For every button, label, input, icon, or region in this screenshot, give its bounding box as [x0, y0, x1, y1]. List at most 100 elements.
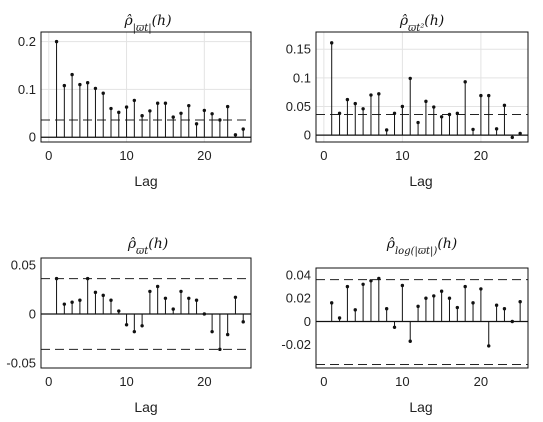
stem-mark: [377, 92, 381, 136]
stem-point: [101, 91, 105, 95]
stem-mark: [400, 104, 405, 136]
stem-mark: [400, 283, 405, 322]
stem-mark: [361, 107, 365, 136]
stem-point: [416, 120, 420, 125]
y-tick-label: 0.15: [286, 42, 311, 57]
y-tick-label: 0: [304, 314, 311, 329]
stem-point: [400, 283, 405, 288]
x-tick-label: 0: [320, 148, 327, 163]
plot-frame: [40, 31, 252, 143]
stem-point: [337, 316, 342, 320]
plot-frame: [315, 267, 529, 369]
stem-mark: [510, 135, 514, 140]
y-ticks: -0.02 0 0.02 0.04: [281, 267, 311, 352]
stem-point: [369, 279, 373, 283]
stem-point: [155, 284, 160, 289]
stem-point: [54, 39, 59, 44]
confidence-bands: [316, 279, 528, 366]
stem-point: [148, 109, 152, 113]
stem-point: [455, 111, 460, 116]
stems: [54, 39, 245, 138]
stem-point: [447, 296, 452, 300]
stem-point: [202, 108, 207, 113]
stem-mark: [155, 284, 160, 314]
x-axis-label: Lag: [134, 399, 157, 415]
stem-mark: [510, 319, 514, 324]
stem-point: [330, 41, 334, 45]
stem-mark: [101, 91, 105, 138]
stem-mark: [345, 284, 350, 322]
stem-mark: [210, 112, 214, 138]
stem-point: [132, 329, 137, 334]
y-tick-label: 0: [304, 128, 311, 143]
stem-point: [187, 296, 191, 300]
stem-mark: [361, 282, 365, 322]
stem-mark: [163, 296, 168, 314]
stem-point: [510, 135, 514, 140]
stem-mark: [392, 321, 397, 330]
y-tick-label: 0.02: [286, 291, 311, 306]
panel-title: ρ̂log(|ϖt|)(h): [386, 236, 458, 257]
stem-mark: [233, 295, 238, 314]
stem-point: [101, 293, 105, 298]
stem-point: [85, 276, 90, 281]
stem-mark: [432, 294, 436, 322]
stem-mark: [479, 287, 483, 322]
panel-title: ρ̂|ϖt|(h): [123, 13, 171, 34]
stem-mark: [502, 103, 507, 136]
y-ticks: 0 0.05 0.1 0.15: [286, 42, 311, 143]
stem-mark: [463, 284, 467, 322]
x-tick-label: 20: [197, 148, 211, 163]
stem-mark: [62, 302, 67, 314]
stem-mark: [369, 279, 373, 322]
stem-point: [241, 127, 245, 131]
x-tick-label: 10: [395, 148, 409, 163]
stem-mark: [179, 111, 183, 138]
stem-mark: [210, 313, 214, 334]
y-tick-label: 0.1: [293, 70, 311, 85]
x-axis-label: Lag: [134, 173, 157, 189]
y-tick-label: 0: [29, 306, 36, 321]
stem-mark: [416, 120, 420, 136]
stem-mark: [408, 321, 412, 343]
stems: [330, 276, 522, 348]
stem-mark: [109, 298, 113, 314]
stem-point: [518, 131, 522, 136]
stem-mark: [345, 97, 350, 136]
stem-mark: [202, 312, 207, 316]
stem-mark: [187, 103, 191, 138]
stem-point: [510, 319, 514, 324]
stem-point: [78, 298, 82, 302]
stem-point: [345, 97, 350, 102]
stems: [54, 276, 245, 352]
panel-title: ρ̂ϖt²(h): [399, 13, 444, 34]
stem-mark: [369, 93, 373, 136]
confidence-bands: [41, 278, 251, 350]
stem-point: [408, 76, 412, 81]
stem-point: [194, 298, 199, 302]
stem-point: [85, 80, 90, 85]
stem-mark: [241, 127, 245, 138]
x-ticks: 0 10 20: [45, 148, 211, 163]
x-tick-label: 0: [320, 374, 327, 389]
stem-point: [117, 309, 121, 313]
stem-point: [455, 305, 460, 310]
stem-point: [384, 128, 389, 132]
stem-mark: [155, 101, 160, 138]
stem-mark: [78, 298, 82, 314]
stem-mark: [471, 127, 475, 136]
stem-point: [424, 99, 428, 104]
y-tick-label: 0.1: [18, 82, 36, 97]
stem-point: [124, 323, 129, 327]
stem-mark: [101, 293, 105, 314]
stem-point: [171, 307, 175, 311]
stem-point: [202, 312, 207, 316]
stem-mark: [124, 105, 129, 138]
stem-mark: [179, 289, 183, 314]
stem-point: [124, 105, 129, 109]
stem-mark: [171, 115, 175, 138]
panel-raw-acf: ρ̂ϖt(h) -0.05 0 0.05 0 10 20 Lag: [6, 236, 252, 415]
stem-point: [187, 103, 191, 108]
stem-point: [109, 106, 113, 111]
